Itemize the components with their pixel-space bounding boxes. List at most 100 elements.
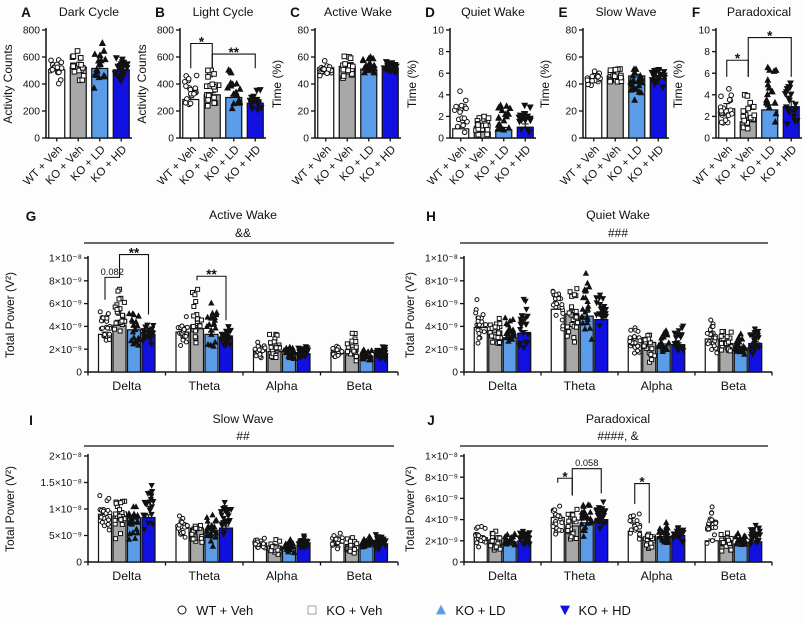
scatter-square <box>574 506 580 512</box>
scatter-circle <box>552 507 558 513</box>
scatter-triangle-down <box>524 313 531 320</box>
scatter-circle <box>711 343 717 349</box>
scatter-triangle-up <box>359 55 367 63</box>
bar-group-ko-hd <box>593 499 609 563</box>
scatter-triangle-down <box>520 296 527 303</box>
sig-stars: * <box>639 475 645 490</box>
scatter-triangle-up <box>285 541 292 548</box>
scatter-triangle-down <box>221 499 228 506</box>
bar-group-ko-hd <box>295 533 312 563</box>
scatter-triangle-down <box>523 321 530 328</box>
scatter-circle <box>183 83 189 89</box>
scatter-triangle-down <box>117 78 125 85</box>
scatter-triangle-up <box>764 76 772 83</box>
scatter-circle <box>457 109 463 115</box>
scatter-square <box>354 541 360 547</box>
scatter-triangle-down <box>298 537 305 544</box>
scatter-square <box>340 73 347 79</box>
scatter-triangle-down <box>751 337 758 344</box>
scatter-triangle-down <box>375 547 382 554</box>
scatter-points <box>717 86 735 126</box>
scatter-triangle-up <box>768 87 776 94</box>
scatter-circle <box>56 69 62 76</box>
y-tick-label: 200 <box>23 107 40 118</box>
scatter-triangle-down <box>746 332 754 339</box>
scatter-triangle-up <box>582 269 590 276</box>
scatter-points <box>732 330 749 357</box>
scatter-triangle-down <box>148 341 155 348</box>
scatter-triangle-up <box>500 116 508 124</box>
scatter-triangle-down <box>519 330 527 337</box>
scatter-triangle-up <box>368 540 375 547</box>
scatter-square <box>573 535 579 541</box>
scatter-circle <box>193 72 200 79</box>
bar-group-ko-hd <box>746 326 763 373</box>
panel-title: Slow Wave <box>212 412 273 426</box>
scatter-circle <box>627 518 633 524</box>
scatter-triangle-down <box>674 534 681 541</box>
scatter-triangle-down <box>671 341 678 348</box>
scatter-square <box>267 331 273 337</box>
scatter-triangle-down <box>752 522 759 529</box>
scatter-triangle-up <box>581 325 589 332</box>
scatter-triangle-down <box>379 344 386 351</box>
bar <box>218 527 234 563</box>
scatter-points <box>340 53 356 81</box>
scatter-circle <box>106 337 112 343</box>
y-tick-label: 2×10⁻⁹ <box>49 345 82 356</box>
legend-label-ko-hd: KO + HD <box>578 602 631 618</box>
y-tick-label: 4×10⁻⁹ <box>425 515 458 526</box>
bar-group-ko-hd <box>140 482 157 563</box>
triangle-up-glyph <box>436 604 447 615</box>
scatter-circle <box>709 538 715 544</box>
panel-letter: G <box>26 209 37 224</box>
scatter-triangle-up <box>130 340 137 347</box>
scatter-square <box>113 511 119 517</box>
scatter-triangle-down <box>750 341 757 348</box>
scatter-points <box>372 532 389 554</box>
scatter-triangle-up <box>734 530 742 536</box>
scatter-triangle-down <box>785 95 793 103</box>
scatter-points <box>295 344 312 361</box>
scatter-triangle-down <box>597 507 604 514</box>
scatter-square <box>349 330 355 336</box>
y-tick-label: 1×10⁻⁸ <box>49 505 82 516</box>
x-category-label: Beta <box>347 569 373 583</box>
scatter-square <box>573 324 579 330</box>
scatter-square <box>350 63 356 70</box>
scatter-triangle-up <box>582 308 589 315</box>
scatter-square <box>191 313 197 319</box>
scatter-triangle-up <box>290 355 297 361</box>
scatter-triangle-down <box>141 526 148 533</box>
scatter-circle <box>184 523 190 529</box>
x-category-label: Theta <box>188 569 220 583</box>
scatter-points <box>655 327 672 354</box>
x-category-label: Theta <box>564 379 596 393</box>
x-category-label: Beta <box>721 379 747 393</box>
bar-group-ko-ld <box>501 530 518 563</box>
scatter-triangle-up <box>655 528 663 535</box>
scatter-triangle-up <box>659 348 666 354</box>
y-axis-label: Time (%) <box>406 60 419 108</box>
scatter-square <box>353 339 359 345</box>
scatter-triangle-down <box>302 354 309 360</box>
scatter-circle <box>636 536 642 542</box>
scatter-triangle-up <box>663 523 670 530</box>
scatter-square <box>351 348 357 354</box>
bar-group-wt-veh <box>584 68 603 139</box>
scatter-circle <box>712 335 718 341</box>
scatter-triangle-down <box>392 63 400 71</box>
y-tick-label: 8×10⁻⁹ <box>425 276 458 287</box>
scatter-triangle-up <box>660 333 667 340</box>
sig-bracket <box>118 254 150 315</box>
scatter-square <box>193 299 199 305</box>
y-axis-label: Total Power (V²) <box>3 272 17 358</box>
scatter-triangle-down <box>792 101 799 109</box>
scatter-circle <box>704 540 710 546</box>
bar-group-wt-veh <box>330 343 345 373</box>
scatter-circle <box>560 310 566 316</box>
scatter-circle <box>718 119 725 126</box>
scatter-triangle-down <box>248 105 256 113</box>
scatter-square <box>352 546 358 552</box>
